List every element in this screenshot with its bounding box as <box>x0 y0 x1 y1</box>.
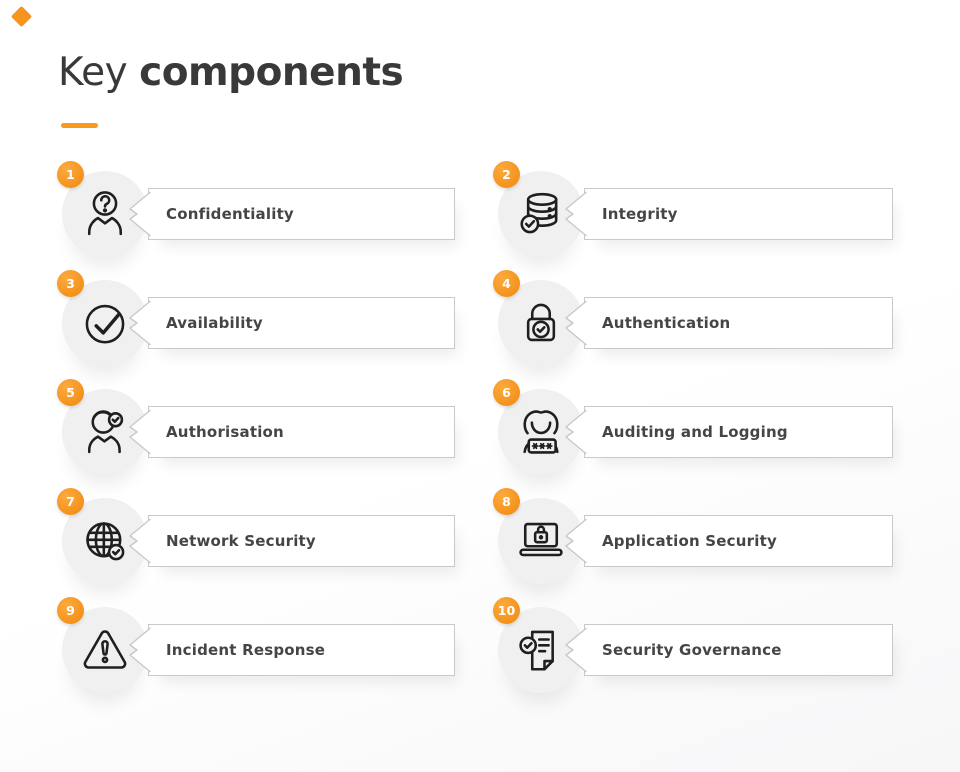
component-item: 6 Auditing and Logging <box>493 378 893 487</box>
alert-triangle-icon <box>77 622 133 678</box>
component-item: 3 Availability <box>57 269 455 378</box>
item-label: Integrity <box>602 205 678 223</box>
item-label: Confidentiality <box>166 205 294 223</box>
laptop-lock-icon <box>513 513 569 569</box>
user-check-icon <box>77 404 133 460</box>
item-label: Application Security <box>602 532 777 550</box>
item-label: Authentication <box>602 314 731 332</box>
item-icon-circle <box>498 498 584 584</box>
item-number-badge: 1 <box>57 161 84 188</box>
pointer-chevron <box>565 627 587 673</box>
component-item: 7 Network Security <box>57 487 455 596</box>
item-label-box: Incident Response <box>129 624 455 676</box>
item-label-box: Security Governance <box>565 624 893 676</box>
user-password-icon <box>513 404 569 460</box>
item-label-box: Availability <box>129 297 455 349</box>
item-number-badge: 2 <box>493 161 520 188</box>
component-item: 1 Confidentiality <box>57 160 455 269</box>
item-label-box: Network Security <box>129 515 455 567</box>
pointer-chevron <box>565 300 587 346</box>
item-label: Authorisation <box>166 423 284 441</box>
item-number-badge: 3 <box>57 270 84 297</box>
pointer-chevron <box>565 409 587 455</box>
item-number-badge: 10 <box>493 597 520 624</box>
component-item: 5 Authorisation <box>57 378 455 487</box>
pointer-chevron <box>565 191 587 237</box>
components-grid: 1 Confidentiality 2 Integrity <box>57 160 893 705</box>
item-number-badge: 6 <box>493 379 520 406</box>
pointer-chevron <box>565 518 587 564</box>
item-number-badge: 9 <box>57 597 84 624</box>
component-item: 9 Incident Response <box>57 596 455 705</box>
item-label: Availability <box>166 314 263 332</box>
pointer-chevron <box>129 518 151 564</box>
item-label-box: Auditing and Logging <box>565 406 893 458</box>
item-label-box: Integrity <box>565 188 893 240</box>
globe-check-icon <box>77 513 133 569</box>
item-label-box: Confidentiality <box>129 188 455 240</box>
item-number-badge: 5 <box>57 379 84 406</box>
item-label-box: Application Security <box>565 515 893 567</box>
document-check-icon <box>513 622 569 678</box>
item-number-badge: 4 <box>493 270 520 297</box>
pointer-chevron <box>129 627 151 673</box>
title-underline <box>61 123 98 128</box>
item-icon-circle <box>498 171 584 257</box>
item-number-badge: 7 <box>57 488 84 515</box>
anonymous-user-icon <box>77 186 133 242</box>
component-item: 4 Authentication <box>493 269 893 378</box>
item-label-box: Authorisation <box>129 406 455 458</box>
page-title-light: Key <box>58 50 128 95</box>
pointer-chevron <box>129 191 151 237</box>
page-title: Key components <box>58 50 404 95</box>
item-label: Network Security <box>166 532 316 550</box>
database-check-icon <box>513 186 569 242</box>
page-title-bold: components <box>139 50 404 95</box>
item-label: Security Governance <box>602 641 782 659</box>
pointer-chevron <box>129 300 151 346</box>
pointer-chevron <box>129 409 151 455</box>
corner-diamond-decoration <box>10 5 33 28</box>
check-circle-icon <box>77 295 133 351</box>
lock-check-icon <box>513 295 569 351</box>
component-item: 2 Integrity <box>493 160 893 269</box>
item-label: Auditing and Logging <box>602 423 788 441</box>
item-number-badge: 8 <box>493 488 520 515</box>
item-label-box: Authentication <box>565 297 893 349</box>
component-item: 8 Application Security <box>493 487 893 596</box>
item-label: Incident Response <box>166 641 326 659</box>
component-item: 10 Security Governance <box>493 596 893 705</box>
